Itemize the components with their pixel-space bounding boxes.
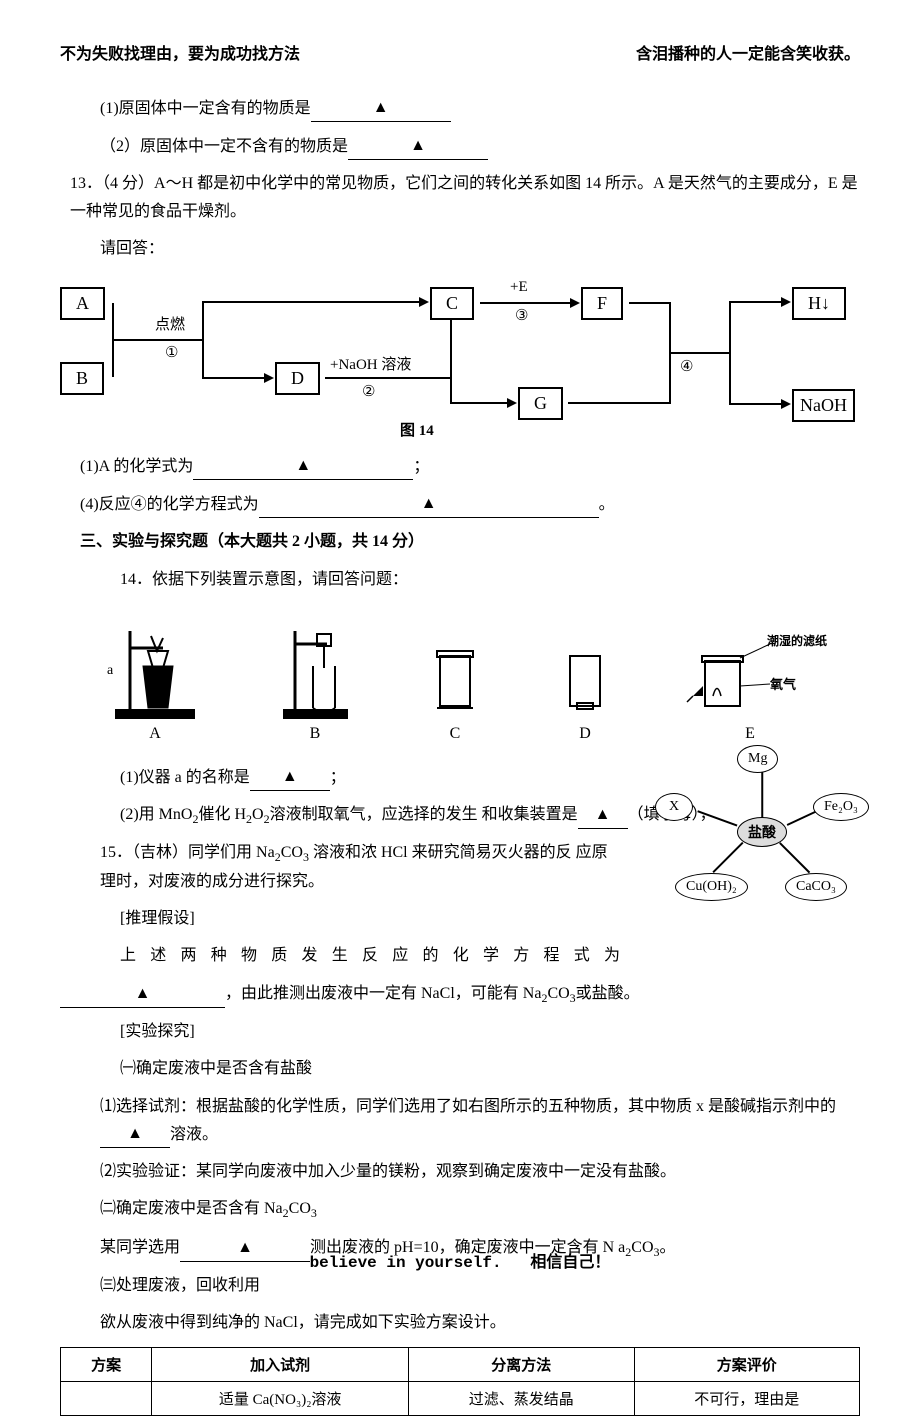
table-header: 分离方法 [409,1347,634,1381]
q15-exp-title: [实验探究] [120,1018,860,1045]
table-header: 方案评价 [634,1347,859,1381]
q15-exp4-title: ㈢处理废液，回收利用 [100,1272,860,1299]
section-3-title: 三、实验与探究题（本大题共 2 小题，共 14 分） [80,528,860,555]
table-header: 方案 [61,1347,152,1381]
box-b: B [60,362,104,395]
apparatus-d: D [555,626,615,743]
q13-sub1: (1)A 的化学式为▲； [80,452,860,480]
box-f: F [581,287,623,320]
footer: believe in yourself. 相信自己！ [0,1248,920,1272]
apparatus-row: a A B C D [70,613,850,743]
box-d: D [275,362,320,395]
box-a: A [60,287,105,320]
table-cell: 不可行，理由是 [634,1381,859,1415]
flowchart-diagram: A B 点燃 ① D +NaOH 溶液 ② C +E ③ F G ④ H↓ Na… [60,277,860,437]
apparatus-b: B [275,626,355,743]
svg-text:a: a [107,663,114,678]
q15-exp2: ⑵实验验证：某同学向废液中加入少量的镁粉，观察到确定废液中一定没有盐酸。 [100,1158,860,1185]
q12-line1: (1)原固体中一定含有的物质是▲ [100,94,860,122]
q15-hyp-text: 上 述 两 种 物 质 发 生 反 应 的 化 学 方 程 式 为 [120,942,620,969]
apparatus-e: 潮湿的滤纸 氧气 E [685,626,815,743]
table-header: 加入试剂 [152,1347,409,1381]
q14-text: 14．依据下列装置示意图，请回答问题： [120,566,860,593]
header-right: 含泪播种的人一定能含笑收获。 [636,40,860,64]
star-diagram: 盐酸 Mg Fe₂O₃ CaCO₃ Cu(OH)₂ X [655,745,875,920]
box-naoh: NaOH [792,389,855,422]
box-g: G [518,387,563,420]
table-cell [61,1381,152,1415]
box-h: H↓ [792,287,846,320]
apparatus-a: a A [105,626,205,743]
q12-line2: （2）原固体中一定不含有的物质是▲ [100,132,860,160]
q15-text: 15．（吉林）同学们用 Na2CO3 溶液和浓 HCl 来研究简易灭火器的反 应… [100,839,620,895]
apparatus-c: C [425,626,485,743]
q13-prompt: 请回答： [100,235,860,262]
q13-sub4: (4)反应④的化学方程式为▲。 [80,490,860,518]
q15-exp3-title: ㈡确定废液中是否含有 Na2CO3 [100,1195,860,1224]
q15-exp4-text: 欲从废液中得到纯净的 NaCl，请完成如下实验方案设计。 [100,1309,860,1336]
q13-text: 13．（4 分）A～H 都是初中化学中的常见物质，它们之间的转化关系如图 14 … [70,170,860,224]
q15-exp1-text: ⑴选择试剂：根据盐酸的化学性质，同学们选用了如右图所示的五种物质，其中物质 x … [100,1093,860,1148]
header-left: 不为失败找理由，要为成功找方法 [60,40,300,64]
table-cell: 适量 Ca(NO₃)₂溶液 [152,1381,409,1415]
q15-exp1-title: ㈠确定废液中是否含有盐酸 [120,1055,860,1082]
plan-table: 方案 加入试剂 分离方法 方案评价 适量 Ca(NO₃)₂溶液 过滤、蒸发结晶 … [60,1347,860,1416]
q15-hyp-title: [推理假设] [120,905,620,932]
table-cell: 过滤、蒸发结晶 [409,1381,634,1415]
q15-hyp-blank: ▲，由此推测出废液中一定有 NaCl，可能有 Na2CO3或盐酸。 [60,980,860,1009]
box-c: C [430,287,474,320]
